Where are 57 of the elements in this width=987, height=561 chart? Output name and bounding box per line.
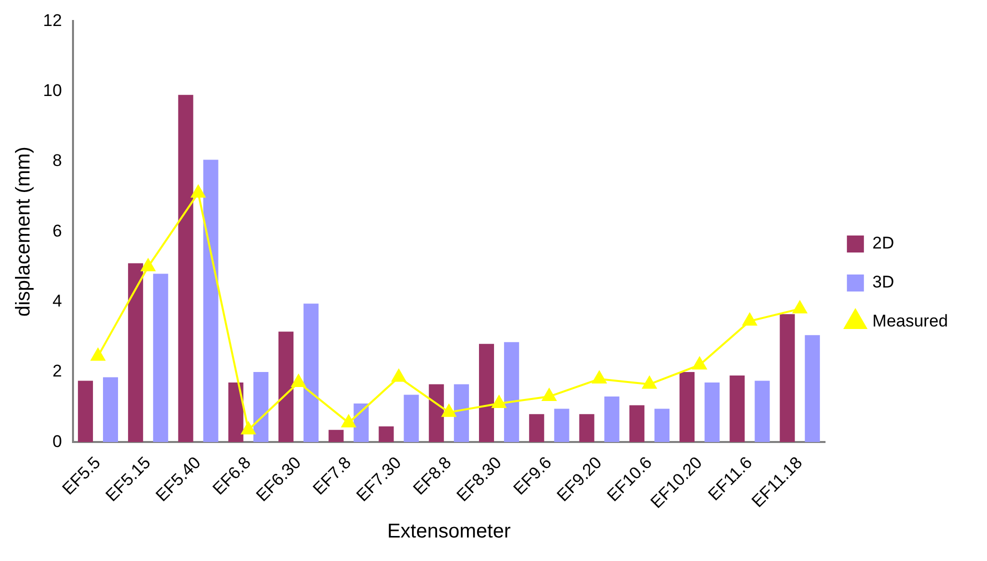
point (191, 185, 206, 198)
bar (253, 372, 268, 442)
bar (454, 384, 469, 442)
legend-label: 3D (872, 272, 894, 292)
y-tick-label: 2 (52, 362, 62, 381)
bar (153, 274, 168, 442)
bar (304, 304, 319, 442)
point (141, 258, 156, 272)
y-tick-label: 8 (52, 151, 62, 170)
point (742, 313, 757, 326)
bar (328, 430, 344, 442)
bar (378, 426, 394, 442)
bar (804, 335, 820, 442)
bar (404, 394, 419, 442)
bar (579, 414, 594, 442)
point (342, 414, 356, 428)
bar (504, 342, 520, 442)
bar (228, 382, 244, 442)
point (592, 370, 606, 384)
bar (428, 384, 444, 442)
bar (629, 405, 644, 442)
x-axis-title: Extensometer (387, 520, 511, 543)
bar (780, 314, 795, 442)
bar (730, 375, 745, 442)
point (642, 376, 656, 389)
bar (178, 94, 194, 442)
point (90, 348, 106, 361)
bar (754, 380, 770, 442)
y-axis-title: displacement (mm) (12, 146, 35, 317)
y-tick-label: 4 (52, 292, 62, 311)
bar (78, 380, 93, 442)
bar (128, 263, 144, 442)
bar (102, 377, 118, 442)
point (442, 404, 456, 417)
point (291, 374, 306, 387)
point (392, 369, 406, 382)
point (792, 300, 807, 314)
legend-label: 2D (872, 234, 894, 253)
y-tick-label: 12 (42, 10, 62, 30)
bar (529, 414, 544, 442)
y-tick-label: 0 (52, 432, 62, 451)
bar (278, 332, 294, 442)
legend-label: Measured (872, 312, 948, 331)
bar (478, 344, 494, 442)
bar (704, 382, 720, 442)
bar (654, 408, 670, 442)
point (692, 356, 707, 370)
bar (604, 396, 620, 442)
y-tick-label: 10 (42, 81, 62, 100)
bar (680, 372, 695, 442)
y-tick-label: 6 (52, 221, 62, 240)
point (492, 396, 506, 408)
bar (203, 160, 218, 442)
point (542, 388, 556, 402)
bar (354, 404, 369, 442)
bar (554, 408, 570, 442)
point (241, 422, 256, 434)
